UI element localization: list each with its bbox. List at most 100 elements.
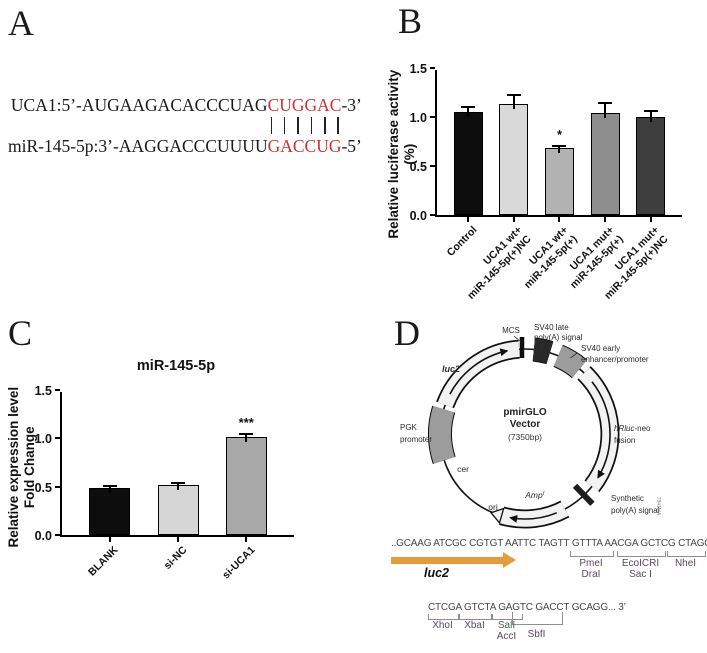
error-bar-cap <box>506 94 521 97</box>
panel-b-chart: Relative luciferase activity (%) * 0.0 0.… <box>380 0 707 312</box>
synthetic-polya-label-line1: Synthetic <box>611 494 644 503</box>
pgk-segment <box>429 405 455 464</box>
error-bar-cap <box>552 145 567 148</box>
error-bar <box>171 481 185 490</box>
luc2-orf-arrow <box>391 557 503 564</box>
mcs-pointer-line <box>513 335 521 342</box>
bars-area: *** <box>62 392 294 542</box>
uca1-seed-match: CUGGAC <box>267 95 342 115</box>
panel-c-label: C <box>8 313 33 353</box>
ecoicri-sac-bracket <box>617 551 666 557</box>
bar-group: * <box>544 70 574 222</box>
uca1-sequence-line: UCA1:5’-AUGAAGACACCCUAGCUGGAC-3’ <box>11 94 362 116</box>
luc2-direction-arrow <box>449 348 509 395</box>
sequence-alignment: UCA1:5’-AUGAAGACACCCUAGCUGGAC-3’ miR-145… <box>8 94 362 157</box>
sv40-early-label-line2: enhancer/promoter <box>581 355 649 364</box>
nhe-bracket <box>667 551 706 557</box>
bar <box>499 104 529 215</box>
hrluc-label-line1: hRluc-neo <box>614 424 651 433</box>
bar <box>89 487 131 535</box>
plot-area: * 0.0 0.5 1.0 1.5 <box>410 62 682 223</box>
error-bar-stem <box>108 484 111 493</box>
panel-a-label: A <box>8 3 34 43</box>
error-bar <box>552 145 567 154</box>
vector-size-label: (7350bp) <box>508 432 542 442</box>
plasmid-map: luc2 MCS SV40 late poly(A) signal SV40 e… <box>400 323 661 529</box>
y-axis-title: Relative expression level Fold Change <box>6 382 38 552</box>
y-tick-mark <box>430 165 435 167</box>
base-pairing-bars <box>8 116 362 135</box>
error-bar-cap <box>171 481 185 484</box>
amp-label: Ampr <box>524 490 545 500</box>
bar <box>636 117 666 215</box>
bar <box>453 112 483 215</box>
error-bar-cap <box>461 106 476 109</box>
vector-name-line1: pmirGLO <box>503 407 547 418</box>
error-bar <box>598 102 613 119</box>
pgk-label-line2: promoter <box>400 435 432 444</box>
sv40-late-segment <box>532 338 554 364</box>
figure-part-number: 7841MA <box>655 497 661 516</box>
bar-group <box>89 392 131 542</box>
y-tick-mark <box>55 389 60 391</box>
x-tick-label-line: si-UCA1 <box>219 544 257 582</box>
mir145-suffix: -5’ <box>341 136 362 156</box>
pair-bar <box>283 117 286 134</box>
error-bar <box>506 94 521 110</box>
y-tick-label: 0.0 <box>34 529 52 543</box>
ori-label: ori <box>488 502 498 512</box>
bar-group <box>499 70 529 222</box>
y-tick-mark <box>430 116 435 118</box>
error-bar-stem <box>649 109 652 122</box>
sv40-late-pointer-line <box>541 342 544 349</box>
y-axis-title-line2: Fold Change <box>22 426 37 509</box>
error-bar-cap <box>598 102 613 105</box>
bar-group <box>157 392 199 542</box>
panel-d-label: D <box>394 313 420 353</box>
pair-bar <box>310 117 313 134</box>
pair-bar <box>324 117 326 134</box>
significance-marker: *** <box>238 414 254 430</box>
vector-name-line2: Vector <box>510 419 541 430</box>
luc2-segment <box>437 341 520 408</box>
sali-site-label: SalI <box>497 620 516 631</box>
error-bar-stem <box>512 94 515 110</box>
synthetic-polya-site <box>572 483 595 506</box>
bar <box>590 113 620 215</box>
xhoi-site-label: XhoI <box>432 620 453 631</box>
mir145-seed-match: GACCUG <box>267 136 342 156</box>
uca1-prefix: UCA1:5’-AUGAAGACACCCUAG <box>10 95 268 115</box>
drai-site-label: DraI <box>581 569 601 580</box>
mcs-label: MCS <box>502 326 520 335</box>
xbai-site-label: XbaI <box>464 620 485 631</box>
uca1-suffix: -3’ <box>341 95 362 115</box>
y-tick-mark <box>430 214 435 216</box>
panel-b-label: B <box>398 1 423 41</box>
acci-site-label: AccI <box>496 631 517 642</box>
luc2-orf-label: luc2 <box>424 566 450 580</box>
saci-site-label: Sac I <box>629 569 652 580</box>
pgk-label-line1: PGK <box>400 423 418 432</box>
error-bar <box>643 109 658 122</box>
bar <box>157 484 199 535</box>
y-tick-mark <box>430 67 435 69</box>
y-tick-label: 1.0 <box>409 111 427 125</box>
ecoicri-site-label: EcoICRI <box>621 558 660 569</box>
y-tick-label: 1.5 <box>34 384 52 398</box>
y-tick-label: 1.0 <box>34 432 52 447</box>
hrluc-direction-arrow <box>591 381 611 479</box>
error-bar <box>239 432 254 443</box>
luc2-label: luc2 <box>442 364 460 374</box>
y-axis-title-line1: Relative expression level <box>5 386 21 548</box>
mcs-sequence-line2: CTCGA GTCTA GAGTC GACCT GCAGG... 3’ <box>428 602 626 613</box>
amp-direction-arrow <box>509 512 558 523</box>
luc2-orf-arrowhead <box>503 552 516 568</box>
error-bar <box>102 484 117 493</box>
sv40-early-pointer-line <box>570 352 578 359</box>
error-bar-cap <box>239 432 254 435</box>
sv40-early-segment <box>553 345 587 378</box>
bar-group <box>590 70 620 222</box>
bar <box>544 148 574 215</box>
bar <box>225 437 267 535</box>
bars-area: * <box>437 70 682 222</box>
